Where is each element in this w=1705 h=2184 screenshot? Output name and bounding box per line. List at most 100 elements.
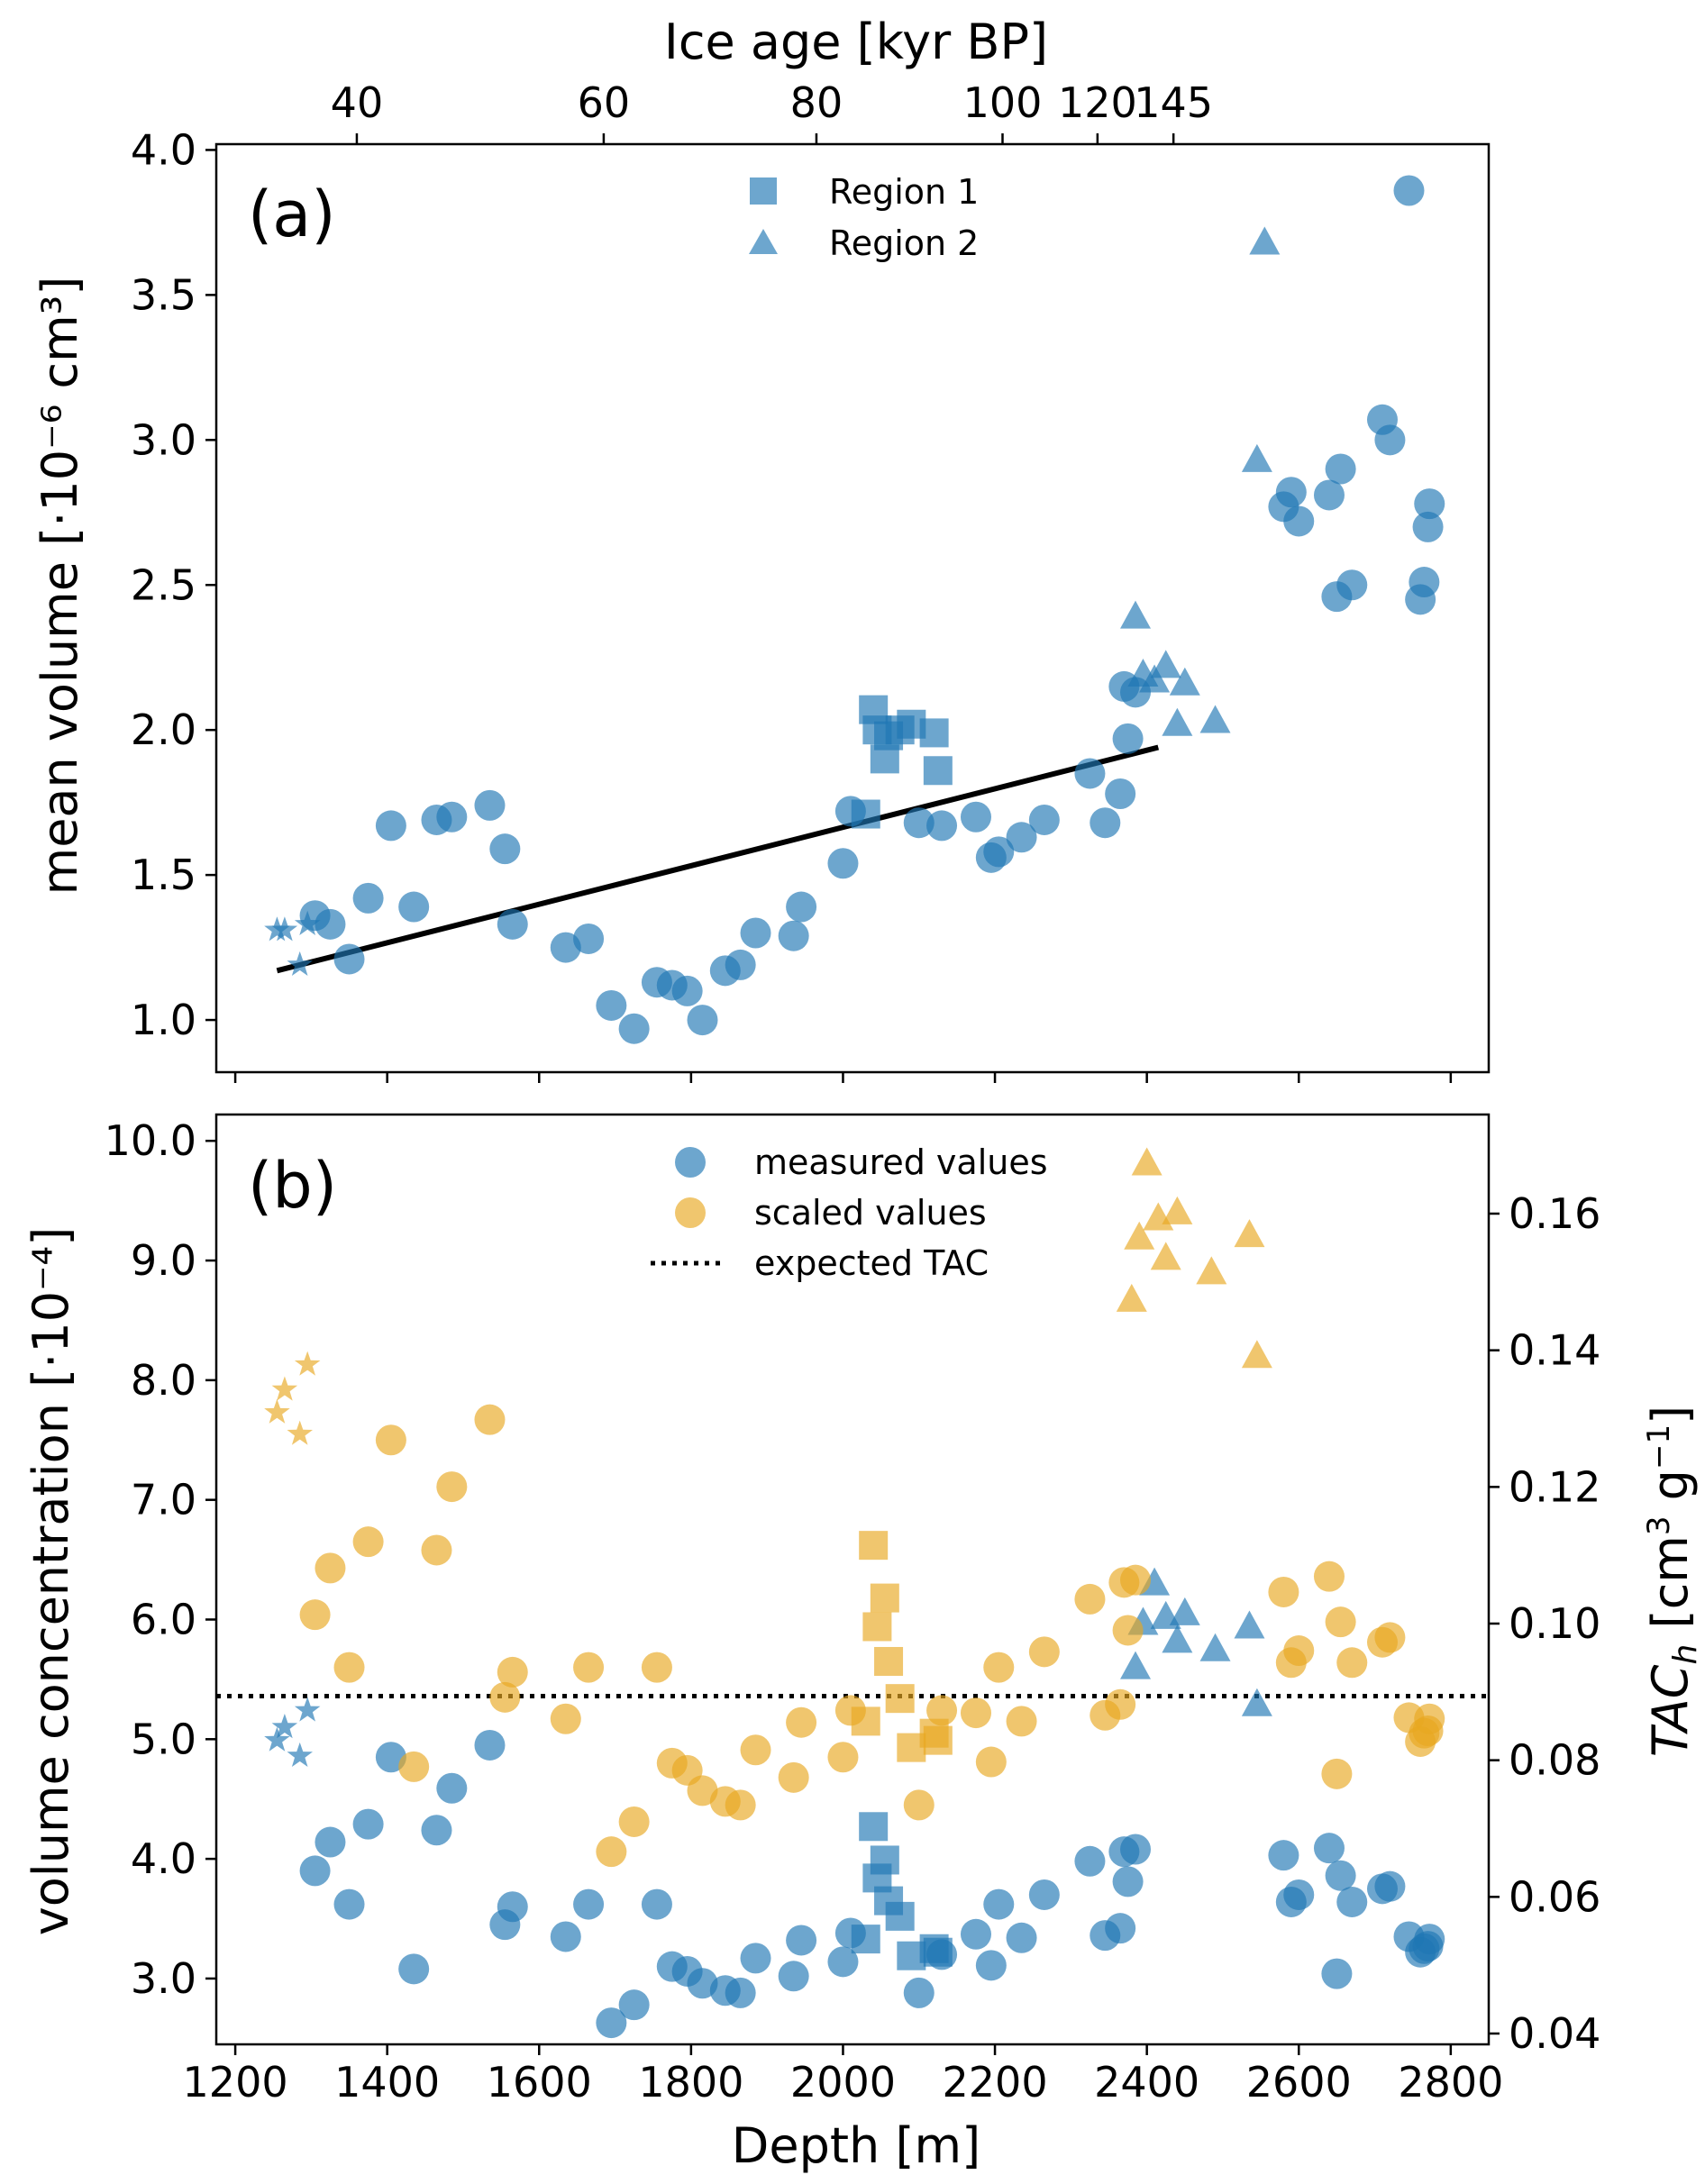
y-tick-label-right: 0.08 [1509,1736,1600,1785]
legend-region-2: Region 2 [829,223,979,263]
point-b-orange-triangle [1234,1219,1265,1248]
point-b-blue-circle [960,1918,991,1950]
point-b-blue-triangle [1199,1633,1231,1661]
point-a-circle [725,949,756,980]
legend-orange-circle-icon [675,1197,706,1228]
point-a-triangle [1199,705,1231,733]
point-b-orange-circle [903,1789,935,1821]
point-b-orange-circle [641,1652,672,1683]
point-b-orange-circle [1336,1647,1368,1679]
y-tick-label-b: 9.0 [131,1236,196,1285]
y-tick-label-a: 2.5 [131,560,196,609]
point-a-circle [315,908,346,940]
y-tick-label-a: 1.5 [131,851,196,899]
point-a-triangle [1139,664,1171,693]
point-b-blue-circle [1414,1924,1445,1955]
point-a-circle [333,943,365,975]
point-a-circle [1336,569,1368,601]
y-tick-label-right: 0.06 [1509,1872,1600,1921]
point-b-orange-circle [375,1424,406,1456]
point-a-star [287,951,313,976]
x-tick-label: 1600 [487,2058,592,2107]
point-a-circle [1313,479,1345,511]
panel-a-marks [264,175,1445,1044]
point-a-circle [1028,804,1060,835]
point-b-orange-square [874,1646,904,1676]
point-a-star [294,910,321,935]
point-a-circle [1090,807,1121,839]
point-b-orange-square [851,1706,880,1736]
point-a-circle [1074,758,1106,789]
y-tick-label-b: 4.0 [131,1834,196,1883]
x-tick-label: 2000 [790,2058,896,2107]
panel-b-label: (b) [248,1149,337,1223]
point-b-blue-circle [596,2007,627,2039]
point-b-orange-star [271,1376,298,1401]
point-b-orange-circle [1105,1688,1136,1720]
point-a-circle [596,989,627,1021]
point-b-blue-star [287,1742,313,1767]
point-a-circle [1393,175,1425,206]
point-b-blue-circle [1120,1834,1152,1865]
top-tick-label: 60 [578,78,631,127]
point-b-orange-circle [786,1706,817,1738]
panel-a-label: (a) [248,177,336,251]
point-b-orange-square [885,1684,915,1714]
x-tick-label: 2800 [1398,2058,1503,2107]
y-tick-label-right: 0.12 [1509,1462,1600,1511]
point-a-circle [375,810,406,842]
point-b-blue-circle [641,1888,672,1920]
point-b-orange-star [264,1398,290,1424]
y-tick-label-b: 10.0 [105,1116,196,1165]
point-a-circle [352,882,384,914]
x-tick-label: 1400 [334,2058,440,2107]
point-b-blue-circle [983,1888,1015,1920]
point-a-circle [687,1005,718,1036]
y-tick-label-a: 2.0 [131,705,196,754]
point-b-orange-triangle [1124,1221,1155,1250]
point-b-blue-circle [497,1891,528,1923]
point-a-circle [1283,505,1315,537]
point-b-blue-circle [1268,1840,1299,1871]
x-tick-label: 1200 [183,2058,288,2107]
point-b-blue-circle [299,1855,331,1887]
point-b-orange-triangle [1150,1242,1181,1270]
point-b-blue-square [859,1812,889,1842]
x-tick-label: 2600 [1246,2058,1352,2107]
point-b-orange-circle [497,1656,528,1688]
point-a-circle [489,833,521,865]
panel-b-marks [216,1147,1489,2039]
point-b-blue-circle [1374,1870,1406,1902]
point-b-blue-circle [1336,1886,1368,1917]
point-b-blue-circle [1321,1958,1353,1989]
point-b-blue-circle [1313,1833,1345,1864]
point-a-circle [1105,778,1136,809]
top-tick-label: 145 [1134,78,1213,127]
y-tick-label-b: 3.0 [131,1954,196,2003]
point-b-orange-circle [1028,1636,1060,1668]
point-b-blue-triangle [1120,1651,1152,1679]
point-b-orange-circle [1374,1622,1406,1653]
point-b-blue-circle [352,1808,384,1840]
point-b-blue-circle [1028,1879,1060,1910]
point-a-circle [1409,567,1440,598]
point-b-orange-circle [421,1534,452,1566]
point-b-blue-triangle [1162,1624,1193,1653]
point-a-circle [786,891,817,923]
legend-measured-values: measured values [754,1142,1048,1182]
point-b-blue-circle [398,1953,430,1985]
x-tick-label: 2400 [1094,2058,1199,2107]
point-b-blue-circle [1112,1866,1144,1897]
point-a-circle [983,836,1015,868]
point-a-circle [474,789,506,821]
point-b-orange-square [870,1583,899,1613]
panel-a-legend: Region 1 Region 2 [749,172,979,263]
point-b-orange-star [287,1420,313,1445]
y-tick-label-b: 8.0 [131,1356,196,1405]
point-b-blue-circle [778,1961,809,1992]
y-tick-label-right: 0.14 [1509,1326,1600,1375]
legend-scaled-values: scaled values [754,1193,987,1233]
point-a-circle [573,923,605,954]
panel-b-ylabel: volume concentration [·10⁻⁴] [23,1227,79,1936]
point-a-square [919,718,949,748]
